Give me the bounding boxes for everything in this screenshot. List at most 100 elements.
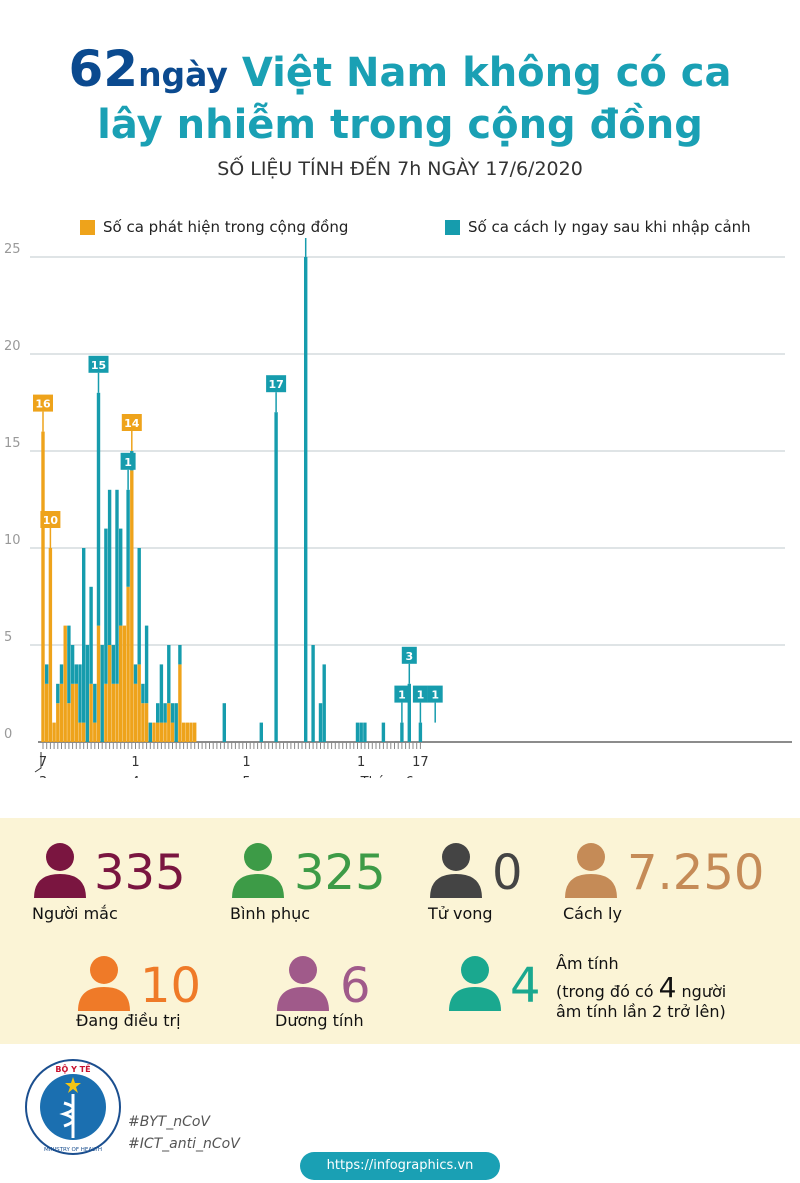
x-day-label: 7: [39, 755, 47, 770]
x-day-label: 17: [412, 755, 429, 770]
daily-cases-chart: 051015202516101511417251311711117345Thán…: [4, 238, 792, 778]
y-tick-label: 10: [4, 533, 21, 548]
bar-community: [130, 470, 134, 742]
bar-quarantine: [156, 703, 160, 723]
person-icon: [277, 956, 329, 1011]
bar-community: [89, 683, 93, 742]
bar-community: [152, 722, 156, 742]
bar-community: [122, 625, 127, 742]
bar-quarantine: [119, 528, 123, 626]
annotation-label: 10: [43, 514, 59, 527]
bar-quarantine: [304, 257, 308, 742]
stat-value: 6: [340, 958, 371, 1014]
stat-label: Tử vong: [428, 904, 493, 923]
bar-quarantine: [355, 722, 360, 742]
bar-community: [178, 664, 182, 742]
annotation-label: 14: [124, 417, 140, 430]
y-tick-label: 0: [4, 727, 12, 742]
person-icon: [449, 956, 501, 1011]
negative-note-prefix: (trong đó có: [556, 982, 659, 1001]
x-day-label: 1: [131, 755, 139, 770]
bar-quarantine: [70, 645, 75, 684]
phase-marker: [34, 752, 42, 773]
person-icon: [430, 843, 482, 898]
bar-community: [93, 722, 97, 742]
stat-label: Bình phục: [230, 904, 311, 923]
bar-quarantine: [85, 645, 90, 742]
bar-quarantine: [311, 645, 315, 742]
bar-quarantine: [381, 722, 386, 742]
bar-quarantine: [170, 703, 175, 723]
bar-quarantine: [126, 489, 130, 587]
bar-community: [167, 703, 171, 742]
bar-community: [45, 683, 49, 742]
bar-community: [96, 625, 101, 742]
bar-community: [126, 586, 130, 742]
stat-label: Người mắc: [32, 904, 118, 923]
annotation-label: 1: [398, 689, 406, 702]
bar-community: [156, 722, 160, 742]
annotation-label: 16: [35, 398, 51, 411]
bar-quarantine: [148, 722, 152, 742]
bar-community: [78, 722, 82, 742]
annotation-badge: [427, 685, 443, 703]
legend-quarantine: Số ca cách ly ngay sau khi nhập cảnh: [445, 218, 751, 236]
bar-quarantine: [111, 645, 115, 684]
bar-community: [52, 722, 56, 742]
bar-community: [67, 703, 71, 742]
bar-quarantine: [363, 722, 367, 742]
annotation-badge: [120, 452, 136, 470]
days-unit: ngày: [138, 55, 228, 94]
bar-quarantine: [318, 703, 323, 742]
ministry-of-health-logo: BỘ Y TẾ MINISTRY OF HEALTH: [25, 1059, 121, 1155]
stat-label: Cách ly: [563, 904, 622, 923]
stat-value: 335: [94, 845, 186, 901]
bar-community: [119, 625, 123, 742]
bar-quarantine: [89, 586, 93, 684]
bar-quarantine: [82, 548, 86, 723]
y-tick-label: 15: [4, 436, 21, 451]
bar-community: [181, 722, 186, 742]
bar-quarantine: [163, 703, 167, 723]
bar-community: [144, 703, 149, 742]
title-line-2: lây nhiễm trong cộng đồng: [97, 102, 703, 148]
bar-quarantine: [93, 683, 97, 723]
hashtag-ict: #ICT_anti_nCoV: [128, 1136, 240, 1152]
y-tick-label: 25: [4, 242, 21, 257]
bar-community: [170, 722, 175, 742]
bar-quarantine: [74, 664, 78, 684]
negative-note-suffix: người: [676, 982, 727, 1001]
annotation-badge: [33, 394, 53, 412]
annotation-label: 1: [124, 456, 132, 469]
subtitle: SỐ LIỆU TÍNH ĐẾN 7h NGÀY 17/6/2020: [217, 158, 583, 180]
negative-note-line3: âm tính lần 2 trở lên): [556, 1002, 726, 1021]
bar-community: [163, 722, 167, 742]
days-number: 62: [68, 40, 139, 98]
legend-community: Số ca phát hiện trong cộng đồng: [80, 218, 348, 236]
bar-quarantine: [67, 625, 71, 704]
bar-community: [159, 722, 164, 742]
legend-swatch-quarantine: [445, 219, 460, 235]
bar-quarantine: [178, 645, 182, 665]
annotation-label: 17: [268, 378, 283, 391]
bar-quarantine: [56, 683, 60, 704]
stats-panel: 335 Người mắc 325 Bình phục 0 Tử vong 7.250…: [0, 818, 800, 1044]
bar-community: [133, 683, 138, 742]
x-month-label: Tháng 6: [360, 775, 414, 778]
bar-quarantine: [141, 683, 145, 704]
title-line-1: 62ngày Việt Nam không có ca: [0, 42, 800, 102]
bar-quarantine: [407, 683, 411, 742]
source-url-link[interactable]: https://infographics.vn: [300, 1152, 500, 1180]
stat-label: Đang điều trị: [76, 1011, 181, 1030]
negative-note: (trong đó có 4 người âm tính lần 2 trở l…: [556, 974, 727, 1022]
bar-quarantine: [174, 703, 178, 742]
bar-quarantine: [400, 722, 404, 742]
bar-quarantine: [418, 722, 423, 742]
bar-community: [82, 722, 86, 742]
bar-community: [111, 683, 115, 742]
logo-text-top: BỘ Y TẾ: [55, 1062, 91, 1074]
legend-label-quarantine: Số ca cách ly ngay sau khi nhập cảnh: [468, 218, 751, 236]
legend-swatch-community: [80, 219, 95, 235]
x-month-label: 4: [131, 775, 139, 778]
bar-quarantine: [167, 645, 171, 704]
